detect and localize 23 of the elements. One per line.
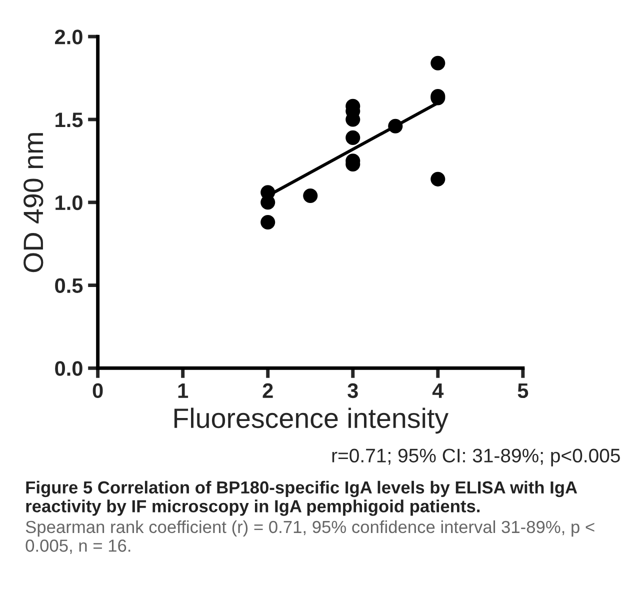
- x-axis-title: Fluorescence intensity: [174, 408, 449, 434]
- y-tick-label: 0.0: [55, 361, 82, 376]
- y-axis-title: OD 490 nm: [24, 133, 44, 272]
- y-tick-label: 1.0: [56, 195, 82, 210]
- text: Spearman rank coefficient (r) = 0.71, 95% confidence interval 31-89%, p < 0.005, n = 16.: [26, 520, 594, 554]
- y-tick-label: 2.0: [54, 30, 82, 44]
- point: [388, 118, 403, 134]
- x-tick-label: 2: [262, 383, 273, 398]
- text: r=0.71; 95% CI: 31-89%; p<0.005: [332, 448, 620, 466]
- point: [346, 130, 360, 145]
- point: [430, 172, 446, 186]
- x-tick-label: 1: [178, 384, 188, 398]
- y-tick-label: 0.5: [55, 278, 83, 294]
- x-tick-label: 0: [92, 383, 103, 398]
- y-tick-label: 1.5: [56, 112, 83, 128]
- point: [260, 195, 276, 210]
- caption: Figure 5 Correlation of BP180-specific IgA levels by ELISA with IgA reactivity by IF microscopy in IgA pemphigoid patients.: [26, 480, 578, 516]
- point: [303, 188, 318, 204]
- point: [430, 56, 446, 70]
- x-tick-label: 4: [432, 384, 444, 398]
- point: [260, 214, 276, 230]
- x-tick-label: 5: [518, 384, 528, 398]
- x-tick-label: 3: [348, 383, 358, 398]
